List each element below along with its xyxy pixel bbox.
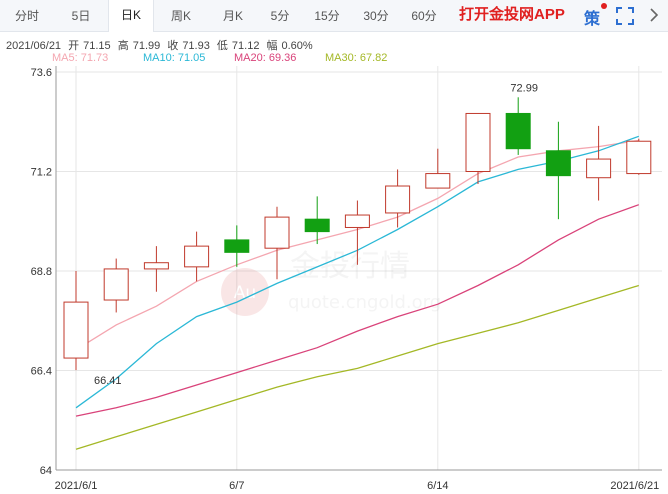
candle — [103, 258, 129, 313]
candle — [224, 225, 250, 267]
candle — [143, 246, 169, 292]
candle-body — [425, 173, 451, 189]
info-high-label: 高 — [117, 40, 129, 52]
grid — [55, 66, 662, 471]
candle-body — [304, 218, 330, 233]
tab-15-min[interactable]: 15分 — [314, 8, 340, 23]
tab-5-day[interactable]: 5日 — [71, 8, 91, 23]
candle-body — [344, 214, 370, 228]
y-tick-label: 64 — [40, 465, 52, 477]
notification-dot — [601, 3, 607, 9]
candle — [385, 169, 411, 228]
candle — [626, 138, 652, 175]
y-tick-label: 73.6 — [31, 67, 52, 79]
ma-line-ma30 — [75, 284, 639, 450]
open-app-link[interactable]: 打开金投网APP — [459, 6, 565, 23]
legend-ma10: MA10: 71.05 — [143, 52, 206, 64]
annotation-high: 72.99 — [510, 82, 538, 94]
candle-body — [545, 150, 571, 177]
x-tick-label: 2021/6/1 — [55, 480, 98, 492]
candle-body — [224, 239, 250, 253]
candle-body — [385, 185, 411, 214]
y-tick-label: 71.2 — [31, 167, 52, 179]
tab-5-min[interactable]: 5分 — [270, 8, 290, 23]
info-low-label: 低 — [216, 40, 228, 52]
watermark-cn: 金投行情 — [290, 249, 410, 284]
fullscreen-icon[interactable] — [616, 7, 634, 25]
info-close: 71.93 — [182, 40, 210, 52]
ohlc-info-bar: 2021/06/21 开 71.15 高 71.99 收 71.93 低 71.12 幅… — [6, 37, 317, 53]
info-open-label: 开 — [68, 40, 80, 52]
legend-ma5: MA5: 71.73 — [52, 52, 109, 64]
info-open: 71.15 — [83, 40, 111, 52]
candle-body — [586, 158, 612, 179]
candle — [304, 196, 330, 245]
legend-ma20: MA20: 69.36 — [234, 52, 297, 64]
candle — [264, 206, 290, 280]
tab-monthly-k[interactable]: 月K — [222, 8, 243, 23]
candle — [425, 148, 451, 189]
info-range-label: 幅 — [266, 40, 278, 52]
candle — [184, 231, 210, 282]
candle — [465, 112, 491, 184]
candles — [63, 97, 652, 371]
info-range: 0.60% — [281, 40, 313, 52]
candle — [63, 271, 89, 371]
period-tab-bar: 分时 5日 日K 周K 月K 5分 15分 30分 60分 — [0, 0, 668, 32]
candle-body — [184, 245, 210, 268]
ma-line-ma20 — [75, 204, 640, 417]
y-tick-label: 68.8 — [31, 266, 52, 278]
candle-body — [626, 140, 652, 175]
watermark-url: quote.cngold.org — [288, 292, 441, 313]
info-low: 71.12 — [231, 40, 260, 52]
candle-body — [264, 216, 290, 249]
watermark: Au 金投行情 quote.cngold.org — [221, 249, 441, 316]
tab-intraday[interactable]: 分时 — [14, 8, 39, 23]
legend-ma30: MA30: 67.82 — [325, 52, 388, 64]
x-tick-label: 2021/6/21 — [610, 480, 659, 492]
candle — [586, 125, 612, 201]
candle-body — [103, 268, 129, 301]
annotation-low: 66.41 — [94, 375, 122, 387]
tab-60-min[interactable]: 60分 — [411, 8, 437, 23]
watermark-logo-text: Au — [234, 283, 256, 303]
candle — [344, 200, 370, 265]
candle — [545, 121, 571, 220]
candle-body — [505, 112, 531, 150]
x-tick-label: 6/7 — [229, 480, 244, 492]
info-high: 71.99 — [132, 40, 161, 52]
tab-weekly-k[interactable]: 周K — [170, 8, 191, 23]
candle-body — [63, 301, 89, 359]
candle-body — [465, 112, 491, 173]
strategy-button[interactable]: 策 — [584, 11, 601, 28]
info-date: 2021/06/21 — [6, 40, 62, 52]
x-tick-label: 6/14 — [427, 480, 448, 492]
y-tick-label: 66.4 — [31, 366, 52, 378]
info-close-label: 收 — [167, 40, 179, 52]
tab-30-min[interactable]: 30分 — [363, 8, 389, 23]
tab-daily-k[interactable]: 日K — [108, 0, 154, 32]
candle — [505, 97, 531, 155]
candle-body — [143, 262, 169, 270]
chevron-right-icon[interactable] — [646, 7, 662, 23]
